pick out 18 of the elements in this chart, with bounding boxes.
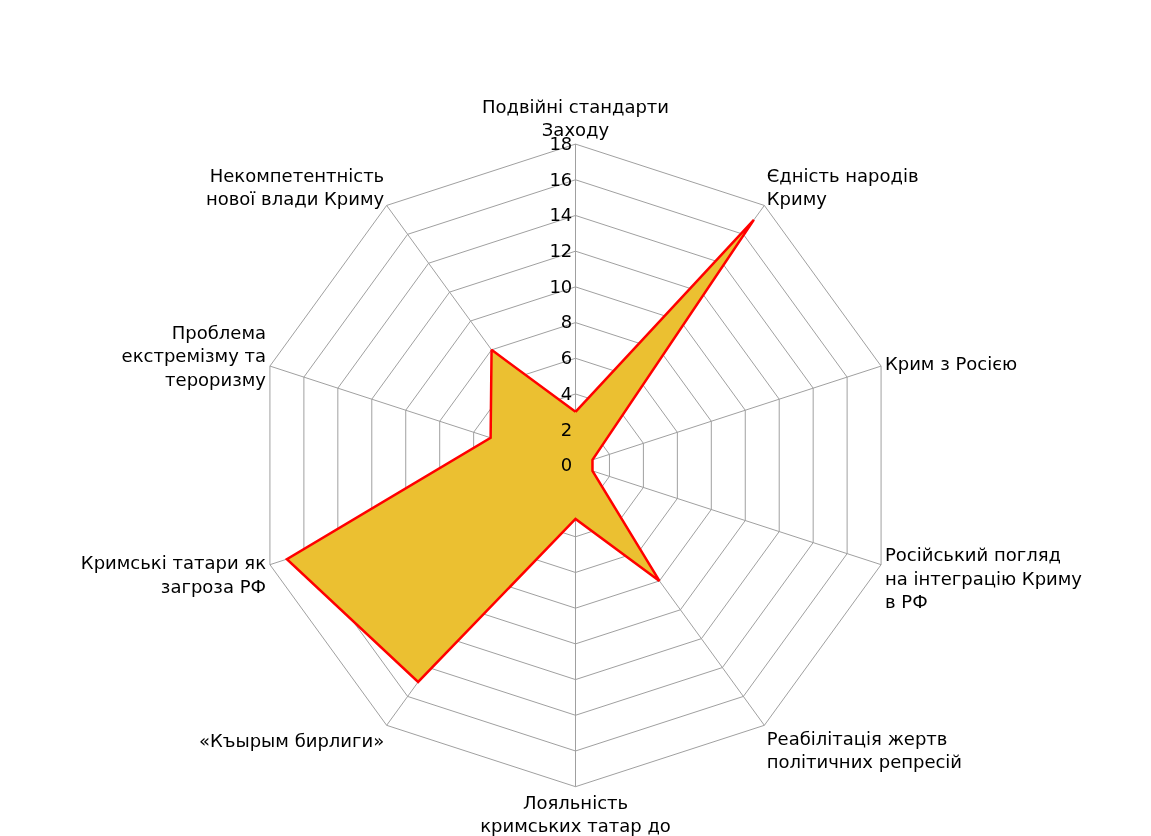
spoke-label: Російський погляд на інтеграцію Криму в РФ bbox=[884, 544, 1083, 613]
y-tick-label: 4 bbox=[560, 382, 573, 404]
y-tick-label: 8 bbox=[560, 311, 573, 333]
spoke-label: Реабілітація жертв політичних репресій bbox=[766, 727, 963, 773]
y-tick-label: 14 bbox=[549, 204, 573, 226]
spoke-label: «Къырым бирлиги» bbox=[198, 729, 385, 751]
y-tick-label: 16 bbox=[549, 168, 573, 190]
y-tick-label: 6 bbox=[560, 347, 573, 369]
y-tick-label: 2 bbox=[560, 418, 573, 440]
y-tick-label: 10 bbox=[549, 275, 573, 297]
spoke-label: Крим з Росією bbox=[884, 352, 1018, 374]
spoke-label: Некомпетентність нової влади Криму bbox=[205, 164, 385, 210]
spoke-label: Єдність народів Криму bbox=[766, 164, 919, 210]
y-tick-label: 12 bbox=[549, 240, 573, 262]
y-tick-label: 0 bbox=[560, 454, 573, 476]
spoke-label: Проблема екстремізму та тероризму bbox=[121, 322, 267, 390]
spoke-label: Лояльність кримських татар до bbox=[480, 791, 671, 836]
spoke-label: Кримські татари як загроза РФ bbox=[80, 552, 267, 597]
